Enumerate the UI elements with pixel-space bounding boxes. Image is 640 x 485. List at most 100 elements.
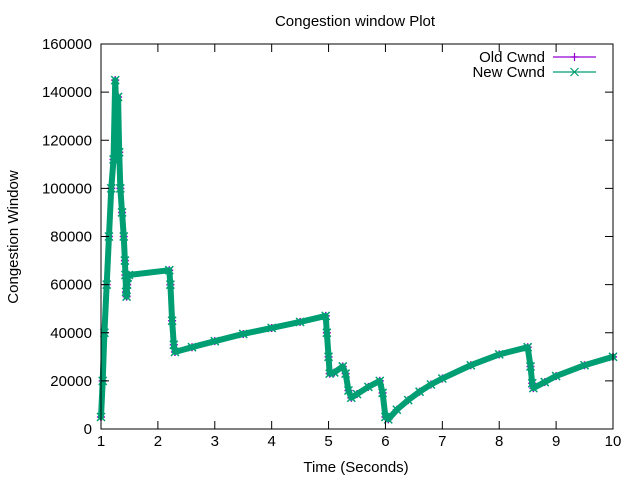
point-marker	[120, 256, 130, 266]
data-point	[119, 231, 129, 242]
data-point	[187, 342, 197, 352]
data-point	[117, 207, 127, 217]
x-tick-label: 3	[211, 433, 219, 450]
data-point	[437, 373, 447, 383]
x-tick-label: 6	[381, 433, 389, 450]
point-marker	[322, 328, 332, 338]
point-marker	[525, 361, 536, 371]
x-tick-label: 10	[605, 433, 622, 450]
data-point	[426, 379, 436, 390]
data-point	[494, 349, 504, 359]
point-marker	[426, 379, 436, 390]
legend-label: Old Cwnd	[479, 49, 545, 66]
data-point	[167, 316, 177, 326]
legend-swatch-marker	[570, 53, 579, 61]
data-point	[123, 272, 133, 282]
point-marker	[329, 367, 339, 377]
data-point	[210, 336, 220, 346]
point-marker	[392, 405, 402, 415]
data-point	[341, 369, 351, 379]
data-point	[338, 361, 348, 371]
point-marker	[110, 75, 120, 85]
y-axis-title: Congestion Window	[5, 170, 22, 304]
series-layer	[96, 75, 618, 424]
data-point	[110, 75, 120, 85]
legend-item: New Cwnd	[472, 64, 596, 81]
point-marker	[437, 373, 447, 383]
data-point	[295, 317, 305, 327]
data-point	[540, 377, 550, 387]
legend-label: New Cwnd	[472, 64, 545, 81]
data-point	[343, 385, 353, 396]
y-tick-label: 80000	[50, 229, 92, 246]
point-marker	[106, 183, 116, 193]
point-marker	[119, 231, 129, 242]
x-tick-label: 7	[438, 433, 446, 450]
y-tick-label: 20000	[50, 373, 92, 390]
data-point	[352, 389, 362, 399]
point-marker	[378, 388, 388, 398]
point-marker	[117, 207, 127, 217]
point-marker	[324, 352, 334, 362]
y-tick-label: 40000	[50, 325, 92, 342]
x-tick-label: 8	[495, 433, 503, 450]
x-tick-label: 9	[552, 433, 560, 450]
data-point	[551, 371, 561, 381]
point-marker	[238, 329, 248, 339]
point-marker	[551, 371, 561, 381]
point-marker	[169, 340, 179, 350]
data-point	[122, 292, 132, 302]
data-point	[415, 387, 425, 397]
legend-item: Old Cwnd	[479, 49, 596, 66]
y-tick-label: 120000	[42, 132, 92, 149]
point-marker	[415, 387, 425, 397]
data-point	[378, 388, 388, 398]
point-marker	[170, 347, 180, 357]
data-point	[329, 367, 339, 377]
data-point	[363, 382, 373, 392]
y-tick-label: 100000	[42, 180, 92, 197]
data-point	[113, 92, 123, 102]
point-marker	[122, 280, 132, 290]
data-point	[106, 183, 116, 193]
data-point	[324, 352, 334, 362]
data-point	[322, 328, 332, 338]
point-marker	[580, 360, 590, 370]
point-marker	[187, 342, 197, 352]
point-marker	[108, 154, 119, 165]
data-point	[523, 342, 533, 352]
y-tick-label: 160000	[42, 36, 92, 53]
point-marker	[343, 385, 353, 396]
y-tick-label: 0	[84, 421, 92, 438]
point-marker	[403, 395, 413, 405]
data-point	[392, 405, 402, 415]
chart-title: Congestion window Plot	[275, 13, 436, 30]
point-marker	[321, 311, 331, 321]
point-marker	[124, 270, 134, 280]
point-marker	[466, 360, 476, 370]
point-marker	[523, 342, 533, 352]
data-point	[124, 270, 134, 280]
point-marker	[375, 376, 385, 386]
point-marker	[295, 317, 305, 327]
data-point	[169, 340, 179, 350]
data-point	[115, 183, 125, 193]
y-tick-label: 140000	[42, 84, 92, 101]
data-point	[321, 311, 331, 321]
point-marker	[165, 280, 175, 290]
point-marker	[122, 292, 132, 302]
x-tick-label: 1	[97, 433, 105, 450]
data-point	[122, 280, 132, 290]
data-point	[165, 280, 175, 290]
data-point	[375, 376, 385, 386]
series-1	[96, 75, 618, 424]
data-point	[403, 395, 413, 405]
point-marker	[123, 272, 133, 282]
point-marker	[352, 389, 362, 399]
point-marker	[528, 383, 538, 393]
point-marker	[346, 393, 356, 403]
point-marker	[114, 147, 124, 157]
